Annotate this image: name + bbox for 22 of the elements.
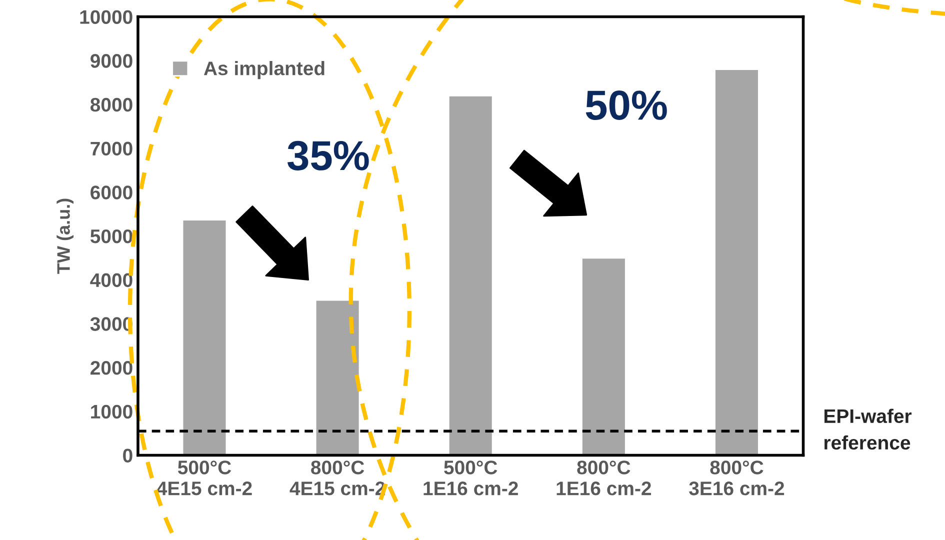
y-tick-label: 0 xyxy=(123,448,132,462)
y-tick-label: 2000 xyxy=(90,360,132,375)
bar xyxy=(182,219,228,456)
y-tick-label: 8000 xyxy=(90,98,132,112)
x-tick-label: 800°C 3E16 cm-2 xyxy=(689,460,784,496)
y-tick-label: 6000 xyxy=(90,186,132,200)
x-tick-label: 800°C 1E16 cm-2 xyxy=(556,460,651,496)
y-tick-label: 9000 xyxy=(90,54,132,68)
bar xyxy=(581,257,626,456)
x-tick-label: 500°C 1E16 cm-2 xyxy=(424,460,518,496)
y-tick-label: 4000 xyxy=(90,273,132,288)
y-tick-label: 10000 xyxy=(80,10,132,24)
y-tick-label: 1000 xyxy=(91,404,132,419)
annotation: 35% xyxy=(288,140,369,170)
x-tick-label: 500°C 4E15 cm-2 xyxy=(156,460,252,496)
y-axis-title: TW (a.u.) xyxy=(56,198,74,274)
y-tick-label: 7000 xyxy=(90,142,132,156)
ref-line-label: EPI-wafer reference xyxy=(824,408,912,450)
legend-label: As implanted xyxy=(204,60,324,80)
annotation: 50% xyxy=(586,90,667,120)
bar xyxy=(314,299,360,456)
bar xyxy=(714,68,760,456)
